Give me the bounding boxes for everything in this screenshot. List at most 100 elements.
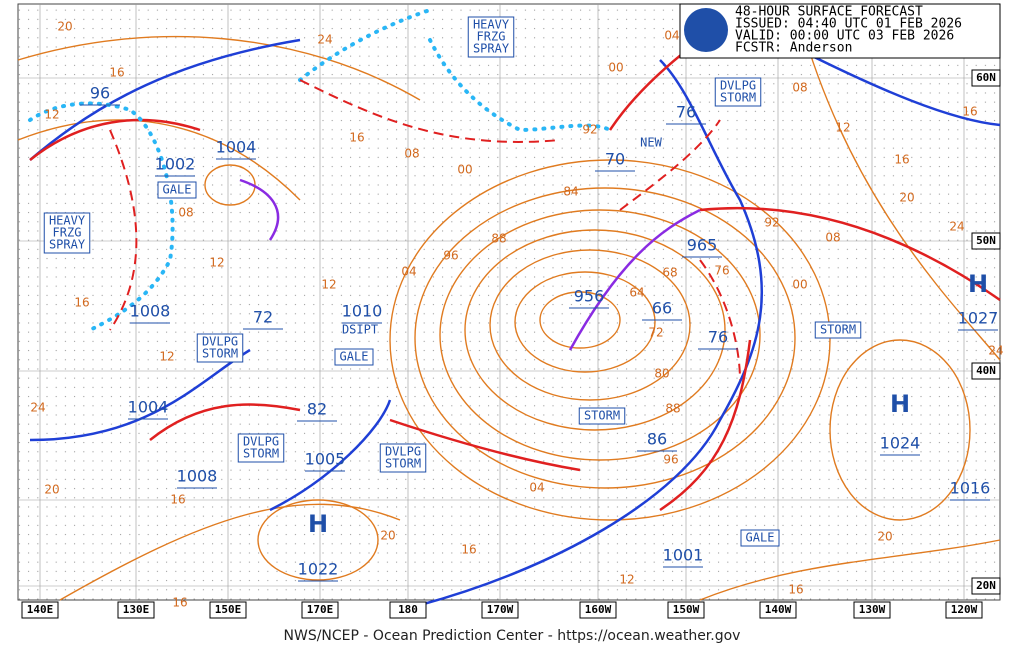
pressure-label: 1016: [950, 479, 991, 498]
isobar-label: 00: [792, 278, 807, 292]
longitude-label: 140W: [765, 603, 792, 616]
isobar-label: 16: [962, 105, 977, 119]
isobar-label: 72: [648, 326, 663, 340]
warning-text: STORM: [202, 347, 238, 361]
pressure-label: 1022: [298, 560, 339, 579]
isobars: [17, 19, 1001, 601]
isobar-label: 12: [209, 256, 224, 270]
warning-text: HEAVY: [473, 18, 510, 32]
isobar-label: 88: [491, 232, 506, 246]
header-box: 48-HOUR SURFACE FORECAST ISSUED: 04:40 U…: [679, 3, 1001, 59]
isobar-label: 84: [563, 185, 578, 199]
header-title: 48-HOUR SURFACE FORECAST: [735, 5, 923, 20]
latitude-box: [971, 577, 1001, 595]
warning-text: STORM: [820, 323, 856, 337]
pressure-label: 1005: [305, 450, 346, 469]
isobar-label: 92: [764, 216, 779, 230]
isobar-label: 76: [714, 264, 729, 278]
pressure-label: 1024: [880, 434, 921, 453]
warning-text: DVLPG: [720, 79, 756, 93]
pressure-label: 1008: [130, 302, 171, 321]
isobar-label: 12: [835, 121, 850, 135]
longitude-box: [21, 601, 59, 619]
pressure-label: 82: [307, 400, 327, 419]
isobar-label: 16: [461, 543, 476, 557]
high-center: H: [308, 510, 328, 538]
pressure-label: 70: [605, 150, 625, 169]
latitude-box: [971, 362, 1001, 380]
longitude-box: [945, 601, 983, 619]
noaa-logo: [684, 8, 728, 52]
isobar-label: 88: [665, 402, 680, 416]
longitude-label: 130W: [859, 603, 886, 616]
longitude-label: 170W: [487, 603, 514, 616]
isobar-label: 20: [380, 529, 395, 543]
warning-text: DVLPG: [385, 445, 421, 459]
pressure-label: 965: [687, 236, 718, 255]
longitude-box: [481, 601, 519, 619]
pressure-label: 1001: [663, 546, 704, 565]
warning-text: FRZG: [53, 226, 82, 240]
warning-text: FRZG: [477, 30, 506, 44]
warning-text: GALE: [163, 183, 192, 197]
ice-edge: [28, 8, 612, 332]
isobar-label: 16: [109, 66, 124, 80]
forecast-tracks: [109, 79, 741, 381]
longitude-box: [301, 601, 339, 619]
latitude-box: [971, 232, 1001, 250]
isobar-label: 04: [401, 265, 416, 279]
footer: NWS/NCEP - Ocean Prediction Center - htt…: [284, 628, 741, 644]
warning-text: GALE: [340, 350, 369, 364]
note: NEW: [640, 136, 662, 150]
pressure-label: 96: [90, 84, 110, 103]
isobar-label: 96: [663, 453, 678, 467]
isobar-label: 12: [321, 278, 336, 292]
pressure-label: 66: [652, 299, 672, 318]
warning-text: STORM: [584, 409, 620, 423]
isobar-label: 12: [619, 573, 634, 587]
isobar-label: 04: [529, 481, 544, 495]
longitude-label: 130E: [123, 603, 150, 616]
pressure-label: 1027: [958, 309, 999, 328]
longitude-box: [209, 601, 247, 619]
warning-box: [814, 321, 862, 339]
pressure-label: 1008: [177, 467, 218, 486]
isobar-label: 16: [74, 296, 89, 310]
note: DSIPT: [342, 323, 378, 337]
warning-box: [379, 443, 427, 473]
isobar-label: 00: [457, 163, 472, 177]
isobar-label: 16: [172, 596, 187, 610]
longitude-label: 140E: [27, 603, 54, 616]
latitude-label: 50N: [976, 234, 996, 247]
pressure-label: 76: [676, 103, 696, 122]
latitude-label: 60N: [976, 71, 996, 84]
isobar-label: 16: [894, 153, 909, 167]
warning-text: STORM: [720, 91, 756, 105]
fronts: [29, 38, 1001, 607]
longitude-label: 180: [398, 603, 418, 616]
pressure-label: 1010: [342, 302, 383, 321]
longitude-box: [759, 601, 797, 619]
warning-text: HEAVY: [49, 214, 86, 228]
isobar-label: 20: [877, 530, 892, 544]
isobar-label: 20: [57, 20, 72, 34]
high-center: H: [890, 390, 910, 418]
warning-text: STORM: [243, 447, 279, 461]
labels: 140E 130E 150E 170E 180 170W 160W 150W 140W 130W 1…: [21, 16, 1004, 619]
isobar-label: 96: [443, 249, 458, 263]
warning-box: [43, 212, 91, 254]
isobar-label: 24: [988, 344, 1003, 358]
pressure-label: 76: [708, 328, 728, 347]
longitude-box: [117, 601, 155, 619]
warning-box: [740, 529, 780, 547]
warning-box: [714, 77, 762, 107]
warning-box: [237, 433, 285, 463]
header-issued: ISSUED: 04:40 UTC 01 FEB 2026: [735, 17, 962, 32]
isobar-label: 16: [349, 131, 364, 145]
isobar-label: 92: [582, 123, 597, 137]
isobar-label: 24: [949, 220, 964, 234]
warning-box: [334, 348, 374, 366]
pressure-label: 72: [253, 308, 273, 327]
isobar-label: 08: [792, 81, 807, 95]
longitude-box: [389, 601, 427, 619]
